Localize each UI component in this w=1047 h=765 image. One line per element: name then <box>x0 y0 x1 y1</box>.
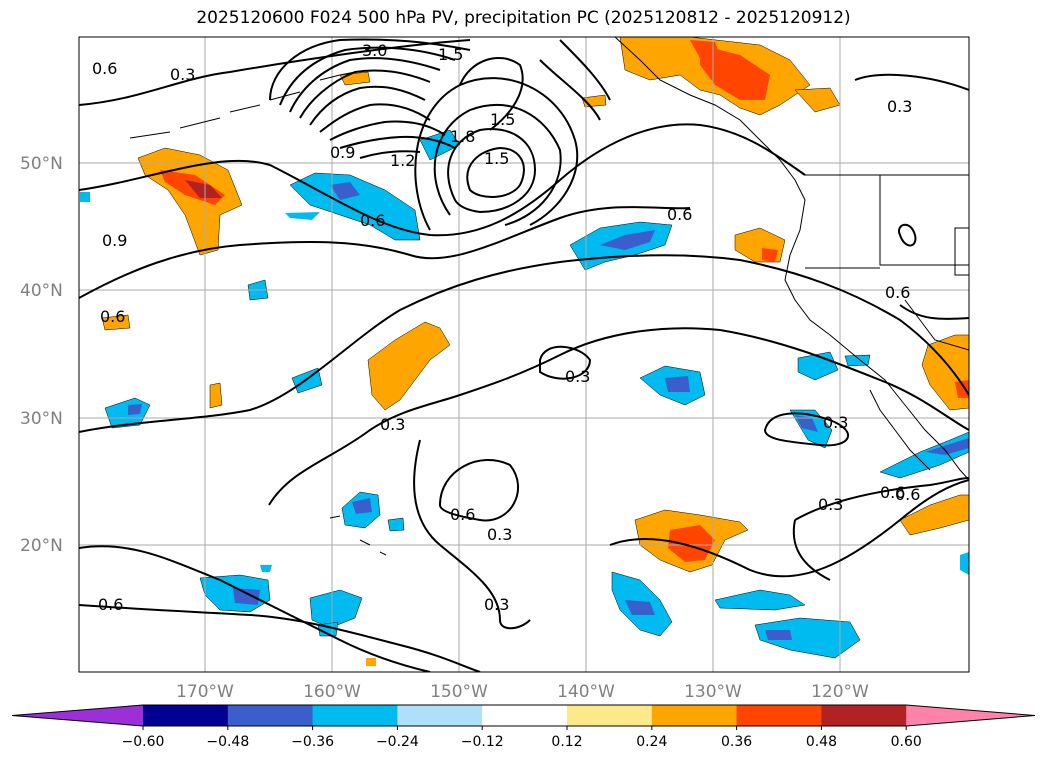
colorbar-segment <box>312 705 398 726</box>
contour-labels: 3.0 1.5 1.8 1.5 1.5 1.2 0.9 0.6 0.3 0.6 … <box>92 41 920 614</box>
colorbar: −0.60 −0.48 −0.36 −0.24 −0.12 0.12 0.24 0.36 0.4… <box>11 704 1036 750</box>
lon-label: 160°W <box>303 682 361 702</box>
colorbar-tick-label: −0.48 <box>206 734 249 750</box>
lat-labels: 50°N 40°N 30°N 20°N <box>20 154 63 556</box>
colorbar-tick-label: −0.12 <box>461 734 504 750</box>
contour-label: 0.3 <box>380 415 405 434</box>
contour-label: 0.3 <box>565 367 590 386</box>
lon-label: 140°W <box>557 682 615 702</box>
pv-contours <box>79 38 969 672</box>
colorbar-tick-label: 0.60 <box>891 734 922 750</box>
contour-label: 0.6 <box>895 485 920 504</box>
contour-label: 0.3 <box>823 413 848 432</box>
lon-label: 150°W <box>430 682 488 702</box>
contour-label: 0.6 <box>92 59 117 78</box>
map-title: 2025120600 F024 500 hPa PV, precipitatio… <box>196 8 851 28</box>
contour-label: 0.6 <box>880 483 905 502</box>
colorbar-tick-label: 0.12 <box>551 734 582 750</box>
contour-label: 0.6 <box>98 595 123 614</box>
lon-label: 120°W <box>811 682 869 702</box>
colorbar-tick-label: 0.36 <box>721 734 752 750</box>
contour-label: 0.3 <box>818 495 843 514</box>
lon-label: 170°W <box>176 682 234 702</box>
colorbar-extend-min <box>12 705 143 726</box>
contour-label: 1.8 <box>450 127 475 146</box>
contour-label: 0.3 <box>887 97 912 116</box>
lat-label: 30°N <box>20 409 63 429</box>
colorbar-tick-label: 0.24 <box>636 734 667 750</box>
colorbar-segment <box>736 705 822 726</box>
lat-label: 50°N <box>20 154 63 174</box>
colorbar-segment <box>227 705 314 726</box>
lat-label: 20°N <box>20 536 63 556</box>
colorbar-extend-max <box>906 705 1035 726</box>
colorbar-tick-label: −0.24 <box>376 734 419 750</box>
contour-label: 1.2 <box>390 151 415 170</box>
contour-label: 0.3 <box>487 525 512 544</box>
contour-label: 1.5 <box>490 110 515 129</box>
colorbar-tick-label: −0.36 <box>291 734 334 750</box>
contour-label: 0.9 <box>102 231 127 250</box>
contour-label: 0.6 <box>667 205 692 224</box>
contour-label: 0.3 <box>170 65 195 84</box>
contour-label: 3.0 <box>362 41 387 60</box>
contour-label: 0.6 <box>100 307 125 326</box>
colorbar-tick-label: 0.48 <box>806 734 837 750</box>
lon-labels: 170°W 160°W 150°W 140°W 130°W 120°W <box>176 682 869 702</box>
contour-label: 1.5 <box>484 149 509 168</box>
colorbar-segment <box>821 705 907 726</box>
contour-label: 0.6 <box>360 211 385 230</box>
map-frame <box>78 36 970 673</box>
contour-label: 0.9 <box>330 143 355 162</box>
contour-label: 0.6 <box>885 283 910 302</box>
colorbar-segment <box>567 705 653 726</box>
precip-shading <box>80 37 969 666</box>
contour-label: 0.3 <box>484 595 509 614</box>
colorbar-tick-label: −0.60 <box>122 734 165 750</box>
contour-label: 1.5 <box>438 45 463 64</box>
colorbar-segment <box>482 705 568 726</box>
colorbar-segment <box>651 705 738 726</box>
contour-label: 0.6 <box>450 505 475 524</box>
coastlines <box>129 37 969 556</box>
lon-label: 130°W <box>684 682 742 702</box>
lat-label: 40°N <box>20 281 63 301</box>
colorbar-segment <box>143 705 229 726</box>
colorbar-segment <box>397 705 483 726</box>
